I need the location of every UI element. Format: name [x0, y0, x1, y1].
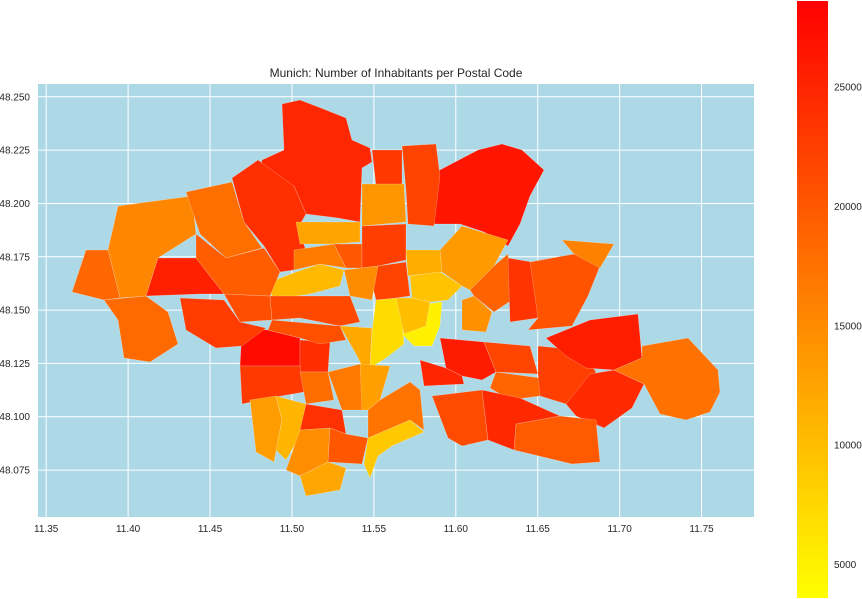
postal-region — [489, 371, 541, 401]
postal-region — [431, 389, 489, 447]
colorbar-tick-label: 20000 — [834, 202, 862, 213]
colorbar-ticks: 5000 10000 15000 20000 25000 — [834, 82, 862, 571]
postal-region — [299, 339, 331, 373]
postal-region — [361, 183, 407, 227]
postal-region — [405, 249, 443, 277]
x-tick-label: 11.60 — [444, 524, 469, 535]
postal-region — [461, 295, 493, 333]
colorbar-tick-label: 5000 — [834, 560, 857, 571]
x-tick-label: 11.75 — [689, 524, 714, 535]
postal-region — [433, 143, 545, 247]
postal-region — [195, 233, 281, 297]
y-tick-label: 48.150 — [0, 306, 30, 317]
colorbar — [797, 1, 828, 598]
colorbar-tick-label: 25000 — [834, 82, 862, 93]
postal-region — [299, 371, 335, 405]
y-tick-label: 48.125 — [0, 359, 30, 370]
postal-region — [565, 369, 645, 429]
postal-region — [481, 389, 561, 451]
postal-region — [103, 295, 179, 363]
colorbar-tick-label: 10000 — [834, 441, 862, 452]
y-tick-label: 48.200 — [0, 199, 30, 210]
postal-region — [613, 337, 721, 421]
postal-region — [367, 381, 425, 439]
x-tick-label: 11.45 — [198, 524, 223, 535]
postal-region — [179, 297, 267, 349]
chart-title: Munich: Number of Inhabitants per Postal… — [269, 66, 523, 80]
postal-region — [295, 221, 361, 245]
x-tick-label: 11.40 — [116, 524, 141, 535]
postal-region — [299, 461, 347, 497]
postal-region — [401, 143, 441, 227]
postal-region — [71, 249, 121, 301]
colorbar-tick-label: 15000 — [834, 321, 862, 332]
postal-region — [371, 149, 403, 187]
postal-regions — [71, 99, 721, 497]
postal-region — [363, 419, 425, 479]
postal-region — [419, 359, 465, 387]
postal-region — [561, 239, 615, 269]
postal-region — [145, 257, 225, 297]
y-tick-label: 48.250 — [0, 92, 30, 103]
x-axis-ticks: 11.35 11.40 11.45 11.50 11.55 11.60 11.65 11.70… — [34, 524, 714, 535]
postal-region — [239, 365, 305, 405]
y-tick-label: 48.175 — [0, 252, 30, 263]
postal-region — [395, 297, 431, 335]
y-tick-label: 48.075 — [0, 466, 30, 477]
x-tick-label: 11.50 — [280, 524, 305, 535]
y-axis-ticks: 48.075 48.100 48.125 48.150 48.175 48.200 48.2… — [0, 92, 30, 476]
postal-region — [293, 243, 347, 271]
x-tick-label: 11.65 — [526, 524, 551, 535]
x-tick-label: 11.70 — [607, 524, 632, 535]
postal-region — [343, 265, 379, 301]
postal-region — [185, 181, 263, 259]
postal-region — [361, 223, 407, 269]
x-tick-label: 11.35 — [34, 524, 59, 535]
x-tick-label: 11.55 — [362, 524, 387, 535]
postal-region — [327, 427, 369, 465]
y-tick-label: 48.100 — [0, 412, 30, 423]
y-tick-label: 48.225 — [0, 146, 30, 157]
